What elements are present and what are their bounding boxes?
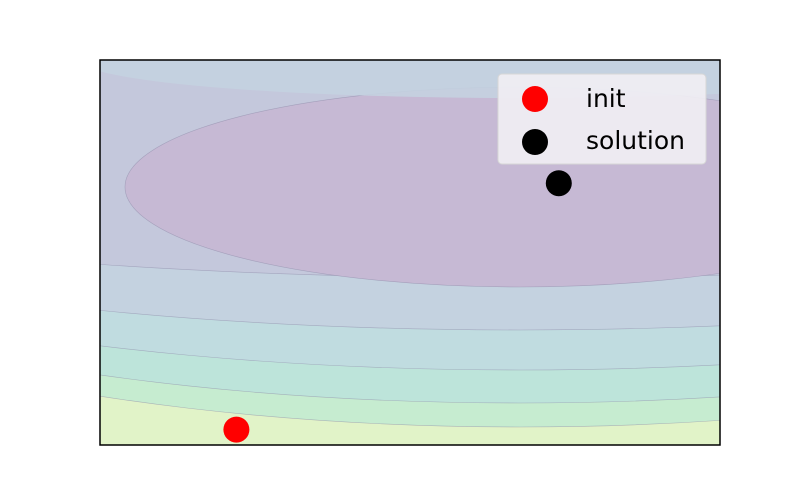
scatter-points <box>223 170 572 443</box>
legend-box <box>497 73 707 165</box>
point-solution-0 <box>545 170 572 197</box>
plot-area <box>100 60 720 445</box>
point-init-0 <box>223 416 250 443</box>
legend-label-solution: solution <box>586 126 685 155</box>
legend: init solution <box>497 73 707 165</box>
plot-frame <box>99 59 721 446</box>
legend-marker-init <box>522 86 548 112</box>
legend-label-init: init <box>586 84 626 113</box>
legend-marker-solution <box>522 129 548 155</box>
